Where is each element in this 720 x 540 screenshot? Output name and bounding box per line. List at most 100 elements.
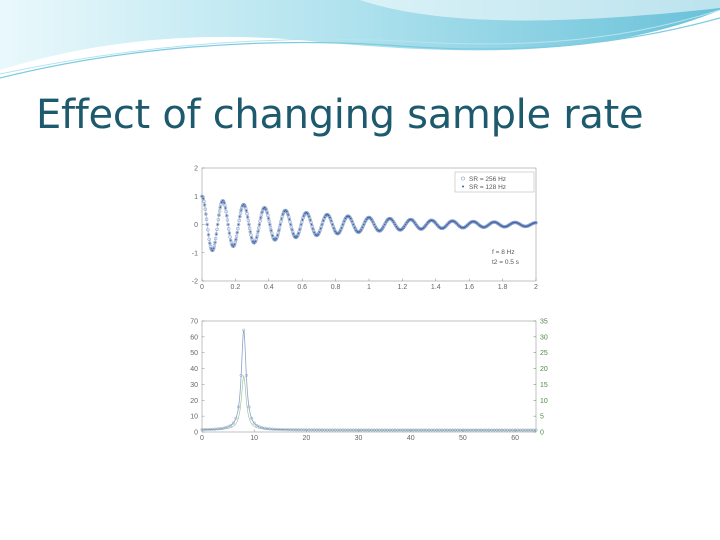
top-point-sr128 (496, 221, 498, 224)
top-point-sr256 (234, 234, 239, 238)
bottom-x-tick-label: 10 (250, 435, 258, 442)
top-point-sr256 (217, 209, 222, 213)
top-point-sr256 (258, 219, 262, 223)
top-point-sr128 (432, 219, 434, 222)
top-point-sr128 (248, 223, 250, 226)
top-point-sr128 (455, 222, 458, 224)
top-point-sr128 (523, 225, 526, 228)
top-point-sr256 (206, 228, 210, 232)
top-point-sr128 (533, 222, 536, 224)
top-point-sr128 (346, 215, 348, 218)
top-point-sr128 (355, 229, 357, 231)
top-point-sr128 (514, 221, 516, 224)
top-point-sr128 (370, 218, 373, 221)
top-point-sr128 (280, 218, 283, 220)
top-point-sr128 (236, 231, 239, 234)
top-point-sr128 (365, 218, 368, 221)
top-point-sr128 (336, 232, 339, 235)
top-point-sr128 (430, 219, 433, 222)
top-point-sr128 (450, 220, 452, 223)
bottom-right-tick-label: 15 (540, 382, 548, 389)
top-point-sr128 (270, 229, 272, 232)
top-point-sr128 (392, 221, 395, 224)
top-point-sr128 (475, 221, 477, 224)
top-point-sr256 (235, 230, 239, 235)
bottom-line-sr128 (202, 375, 536, 431)
top-point-sr256 (275, 233, 280, 237)
top-point-sr128 (283, 210, 285, 213)
top-point-sr128 (278, 229, 280, 232)
top-point-sr128 (205, 213, 207, 215)
bottom-x-tick-label: 40 (407, 435, 415, 442)
top-y-tick-label: 0 (194, 222, 198, 229)
top-x-tick-label: 1.6 (464, 284, 474, 291)
top-point-sr256 (310, 225, 314, 229)
top-point-sr256 (208, 241, 212, 245)
top-point-sr256 (223, 203, 227, 207)
bottom-y-tick-label: 60 (190, 334, 198, 341)
bottom-y-tick-label: 20 (190, 398, 198, 405)
top-point-sr128 (254, 240, 257, 243)
top-point-sr128 (219, 206, 222, 209)
legend-marker-sr128 (462, 185, 464, 188)
bottom-point-sr256 (239, 373, 243, 377)
top-point-sr128 (340, 227, 343, 229)
top-point-sr128 (249, 230, 252, 233)
bottom-point-sr256 (234, 416, 238, 420)
top-point-sr128 (306, 212, 309, 215)
top-point-sr128 (396, 227, 399, 230)
top-point-sr128 (466, 224, 468, 227)
top-point-sr128 (342, 223, 344, 226)
top-point-sr256 (227, 231, 232, 235)
top-point-sr128 (387, 218, 390, 220)
top-x-tick-label: 1.4 (431, 284, 441, 291)
top-point-sr128 (319, 227, 322, 230)
top-point-sr128 (507, 224, 510, 227)
top-x-tick-label: 0.2 (231, 284, 241, 291)
top-point-sr128 (316, 234, 318, 237)
top-point-sr128 (412, 220, 415, 222)
top-point-sr128 (241, 205, 244, 207)
top-point-sr128 (362, 223, 365, 226)
top-point-sr128 (288, 218, 291, 221)
top-point-sr256 (307, 214, 311, 218)
top-point-sr128 (360, 229, 362, 231)
top-point-sr128 (207, 233, 210, 236)
top-point-sr256 (234, 237, 238, 242)
top-point-sr128 (263, 206, 266, 209)
top-point-sr128 (520, 224, 523, 227)
top-point-sr256 (328, 215, 332, 220)
top-point-sr256 (226, 222, 230, 227)
top-point-sr128 (257, 230, 259, 233)
top-point-sr256 (351, 222, 356, 227)
top-point-sr256 (225, 218, 230, 222)
top-point-sr256 (204, 217, 209, 221)
top-point-sr128 (483, 226, 485, 229)
top-point-sr256 (245, 215, 250, 219)
top-point-sr128 (377, 229, 379, 232)
top-point-sr256 (244, 209, 249, 213)
top-point-sr128 (343, 220, 346, 222)
top-point-sr128 (275, 237, 278, 240)
top-point-sr256 (214, 236, 218, 241)
top-point-sr128 (216, 223, 219, 226)
top-point-sr128 (330, 220, 332, 222)
top-point-sr256 (264, 207, 268, 211)
bottom-right-tick-label: 30 (540, 334, 548, 341)
top-annotation-frequency: f = 8 Hz (492, 249, 515, 256)
header-swoosh-decoration (0, 0, 720, 79)
top-point-sr128 (409, 218, 412, 221)
top-point-sr128 (308, 215, 310, 218)
top-point-sr128 (356, 230, 359, 233)
top-point-sr256 (236, 226, 240, 231)
top-point-sr128 (338, 232, 340, 234)
top-point-sr128 (224, 207, 227, 209)
top-point-sr128 (467, 223, 469, 226)
top-point-sr128 (453, 220, 455, 223)
top-point-sr256 (297, 229, 301, 234)
top-x-tick-label: 0.8 (331, 284, 341, 291)
top-point-sr128 (228, 232, 231, 234)
top-point-sr128 (366, 217, 369, 219)
top-point-sr128 (287, 213, 289, 216)
top-point-sr256 (319, 226, 323, 231)
